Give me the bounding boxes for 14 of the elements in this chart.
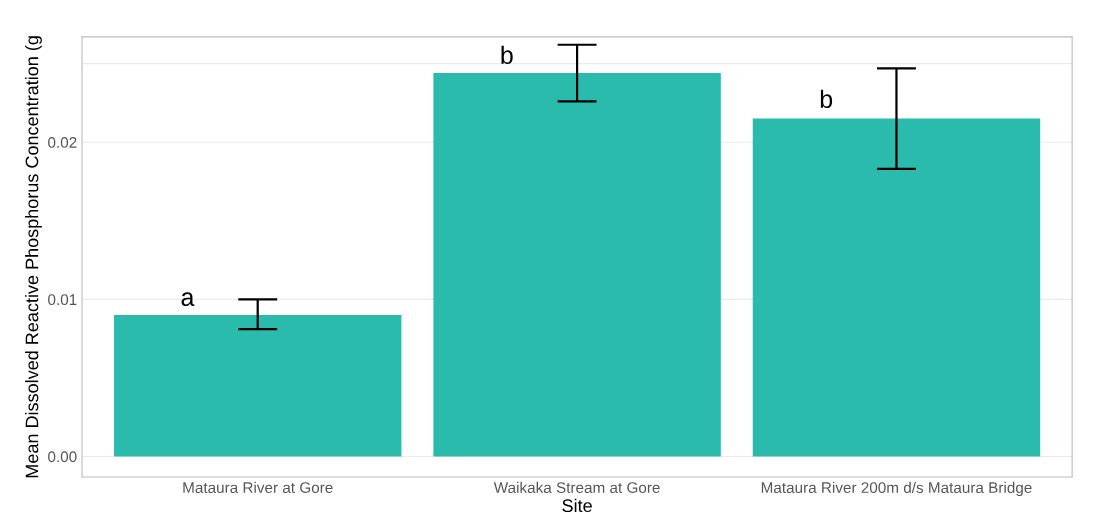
x-tick-label: Mataura River at Gore [183,481,333,494]
x-tick-label: Waikaka Stream at Gore [493,481,660,494]
annotation: a [181,292,195,307]
x-tick-label: Mataura River 200m d/s Mataura Bridge [761,481,1032,497]
annotation: b [501,45,513,65]
y-tick-label: 0.01 [48,294,77,306]
y-axis-title: Mean Dissolved Reactive Phosphorus Concentration (g [25,36,42,478]
x-axis-title: Site [562,498,592,513]
bar [433,73,721,457]
y-tick-label: 0.02 [48,137,77,148]
bar [752,118,1041,457]
bar [113,315,402,457]
y-tick-label: 0.00 [48,451,77,463]
annotation: b [820,89,833,109]
